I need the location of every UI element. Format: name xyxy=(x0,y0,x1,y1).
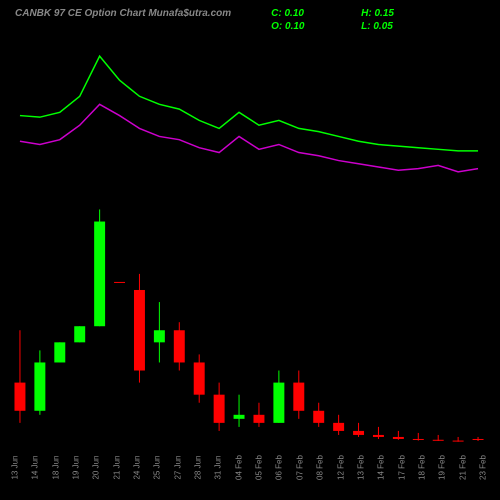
x-tick-label: 23 Feb xyxy=(460,463,500,473)
x-axis: 13 Jun14 Jun18 Jun19 Jun20 Jun21 Jun24 J… xyxy=(10,445,488,490)
plot-area xyxy=(10,10,488,445)
chart-svg xyxy=(10,10,488,445)
chart-container: CANBK 97 CE Option Chart Munafa$utra.com… xyxy=(0,0,500,500)
